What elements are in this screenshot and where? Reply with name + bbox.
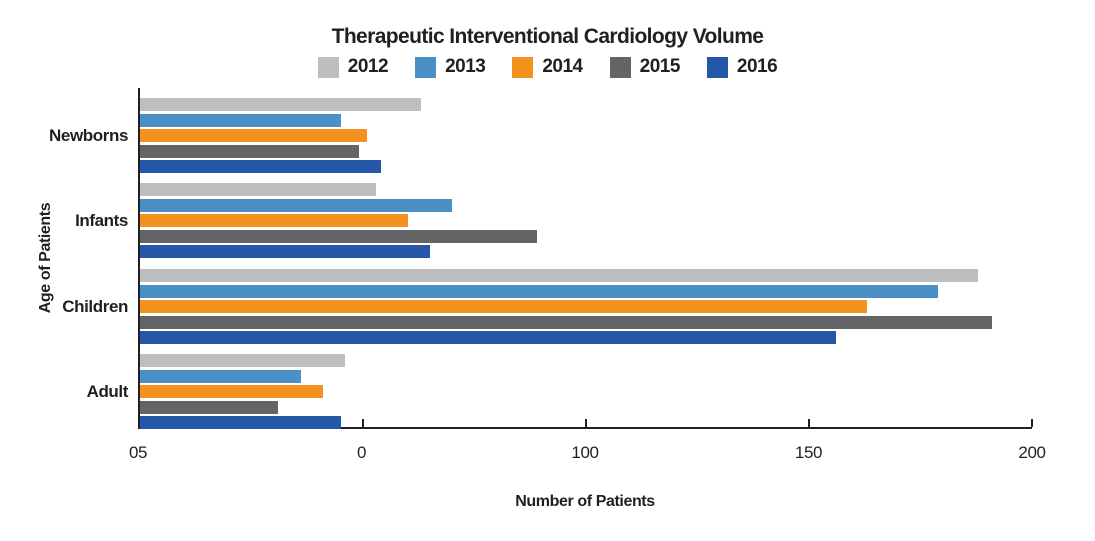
bar-infants-2012: 53 [140, 183, 377, 196]
x-axis-tick-label-150: 150 [794, 443, 823, 462]
y-category-label-infants: Infants [75, 210, 128, 230]
plot-area: 6345514954537060896518817916319115646364… [138, 88, 1033, 429]
legend-label-2013: 2013 [445, 56, 486, 77]
bar-adult-2012: 46 [140, 354, 346, 367]
x-axis-tick-label-0: 0 [356, 443, 367, 462]
y-category-label-adult: Adult [86, 381, 129, 401]
bar-newborns-2016: 54 [140, 160, 381, 173]
bar-children-2012: 188 [140, 269, 979, 282]
bar-infants-2014: 60 [140, 214, 408, 227]
bar-group-children: 188 179 163 191 156 [140, 269, 1032, 344]
bar-infants-2016: 65 [140, 245, 430, 258]
x-axis-tick-label-100: 100 [571, 443, 599, 462]
bar-children-2016: 156 [140, 331, 836, 344]
bar-adult-2016: 45 [140, 416, 341, 429]
bar-newborns-2012: 63 [140, 98, 421, 111]
legend-swatch-2014 [512, 56, 534, 78]
bar-group-infants: 53 70 60 89 65 [140, 183, 1032, 258]
legend-swatch-2016 [706, 56, 728, 78]
bar-group-adult: 46 36 41 31 45 [140, 354, 1032, 429]
bar-adult-2013: 36 [140, 369, 301, 383]
bar-newborns-2013: 45 [140, 113, 341, 127]
x-axis-tick-150 [808, 419, 810, 427]
legend-swatch-2013 [415, 56, 437, 78]
legend-swatch-2015 [609, 56, 631, 78]
legend-item-2012: 2012 [317, 56, 389, 78]
legend-item-2016: 2016 [706, 56, 778, 78]
y-axis-category-labels: Newborns Infants Children Adult [0, 88, 128, 429]
x-axis-tick-100 [585, 419, 587, 427]
legend-item-2014: 2014 [512, 56, 583, 78]
legend: 2012 2013 2014 2015 2016 [0, 56, 1095, 78]
x-axis-tick-0 [362, 419, 364, 427]
legend-item-2013: 2013 [415, 56, 486, 78]
x-axis-tick-label-200: 200 [1018, 443, 1046, 462]
y-category-label-children: Children [62, 296, 128, 316]
y-category-label-newborns: Newborns [49, 125, 128, 145]
x-axis-tick-200 [1031, 419, 1033, 427]
legend-label-2014: 2014 [542, 56, 583, 77]
bar-children-2014: 163 [140, 300, 867, 313]
bar-infants-2015: 89 [140, 229, 537, 243]
bar-newborns-2015: 49 [140, 144, 359, 158]
bar-adult-2014: 41 [140, 385, 323, 398]
legend-label-2012: 2012 [347, 56, 389, 77]
bar-group-newborns: 63 45 51 49 54 [140, 98, 1032, 173]
chart-title: Therapeutic Interventional Cardiology Vo… [331, 25, 764, 48]
legend-item-2015: 2015 [609, 56, 681, 78]
legend-label-2015: 2015 [639, 56, 681, 77]
x-axis-tick-label-05: 05 [128, 443, 148, 462]
x-axis-title: Number of Patients [515, 493, 655, 510]
bar-children-2015: 191 [140, 315, 992, 329]
bar-children-2013: 179 [140, 284, 939, 298]
bar-adult-2015: 31 [140, 400, 279, 414]
x-axis-tick-labels: 05 0 100 150 200 [129, 443, 1046, 463]
bar-infants-2013: 70 [140, 198, 453, 212]
y-axis-title: Age of Patients [37, 202, 54, 314]
legend-label-2016: 2016 [736, 56, 778, 77]
legend-swatch-2012 [317, 56, 339, 78]
bar-newborns-2014: 51 [140, 129, 368, 142]
